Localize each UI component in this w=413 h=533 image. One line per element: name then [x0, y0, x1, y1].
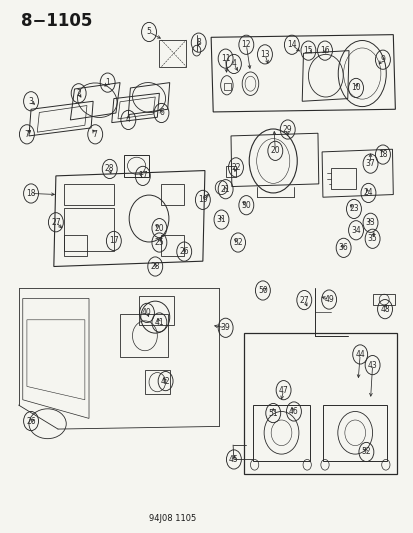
- Text: 48: 48: [379, 305, 389, 313]
- Bar: [244, 333, 396, 474]
- Bar: [252, 405, 310, 461]
- Text: 4: 4: [126, 116, 131, 124]
- Text: 17: 17: [138, 172, 147, 180]
- Text: 14: 14: [286, 41, 296, 49]
- Text: 2: 2: [76, 89, 81, 98]
- Text: 30: 30: [241, 201, 251, 209]
- Text: 19: 19: [197, 196, 207, 204]
- Text: 26: 26: [179, 247, 189, 256]
- Text: 18: 18: [26, 189, 36, 198]
- Bar: [161, 184, 184, 205]
- Text: 22: 22: [231, 163, 240, 172]
- Text: 7: 7: [93, 130, 97, 139]
- Text: 7: 7: [24, 130, 29, 139]
- Text: 35: 35: [367, 235, 377, 243]
- Text: 3: 3: [28, 97, 33, 106]
- Text: 24: 24: [363, 189, 373, 197]
- Bar: [124, 155, 149, 177]
- Bar: [145, 370, 169, 394]
- Text: 37: 37: [365, 159, 375, 168]
- Bar: [64, 208, 114, 251]
- Polygon shape: [27, 320, 85, 400]
- Text: 13: 13: [259, 50, 269, 59]
- Text: 29: 29: [282, 125, 292, 134]
- Bar: [161, 235, 184, 256]
- Bar: [372, 294, 394, 305]
- Bar: [159, 40, 186, 67]
- Text: 8−1105: 8−1105: [21, 12, 92, 30]
- Bar: [322, 405, 386, 461]
- Text: 43: 43: [367, 361, 377, 369]
- Text: 9: 9: [380, 55, 385, 64]
- Bar: [330, 168, 355, 189]
- Text: 23: 23: [348, 205, 358, 213]
- Text: 28: 28: [105, 165, 114, 173]
- Text: 47: 47: [278, 386, 288, 394]
- Text: 20: 20: [154, 224, 164, 232]
- Bar: [64, 184, 114, 205]
- Text: 17: 17: [109, 237, 119, 245]
- Text: 52: 52: [361, 448, 370, 456]
- Text: 11: 11: [221, 54, 230, 63]
- Text: 42: 42: [160, 377, 170, 385]
- Text: 4: 4: [231, 60, 236, 68]
- Text: 26: 26: [26, 417, 36, 425]
- Text: 32: 32: [233, 238, 242, 247]
- Text: 39: 39: [220, 324, 230, 332]
- Text: 51: 51: [268, 409, 278, 417]
- Text: 21: 21: [221, 185, 230, 193]
- Bar: [120, 314, 167, 357]
- Text: 33: 33: [365, 219, 375, 227]
- Bar: [225, 166, 235, 177]
- Text: 20: 20: [270, 147, 280, 155]
- Text: 49: 49: [323, 295, 333, 304]
- Text: 34: 34: [350, 226, 360, 235]
- Text: 15: 15: [303, 46, 313, 55]
- Text: 28: 28: [150, 262, 159, 271]
- Text: 18: 18: [377, 150, 387, 159]
- Text: 94J08 1105: 94J08 1105: [149, 514, 196, 523]
- Text: 27: 27: [51, 218, 61, 227]
- Text: 41: 41: [154, 318, 164, 327]
- Text: 44: 44: [354, 350, 364, 359]
- Text: 10: 10: [350, 84, 360, 92]
- Bar: [138, 296, 173, 325]
- Text: 5: 5: [146, 28, 151, 36]
- Text: 8: 8: [196, 38, 201, 47]
- Text: 1: 1: [105, 78, 110, 87]
- Text: 45: 45: [228, 455, 238, 464]
- Text: 46: 46: [288, 407, 298, 416]
- Text: 16: 16: [319, 46, 329, 55]
- Text: 25: 25: [154, 238, 164, 247]
- Text: 12: 12: [241, 41, 250, 49]
- Bar: [224, 83, 230, 90]
- Bar: [64, 235, 87, 256]
- Text: 36: 36: [338, 244, 348, 252]
- Text: 50: 50: [257, 286, 267, 295]
- Text: 40: 40: [142, 309, 152, 317]
- Text: 31: 31: [216, 215, 226, 224]
- Text: 6: 6: [159, 109, 164, 117]
- Text: 27: 27: [299, 296, 309, 304]
